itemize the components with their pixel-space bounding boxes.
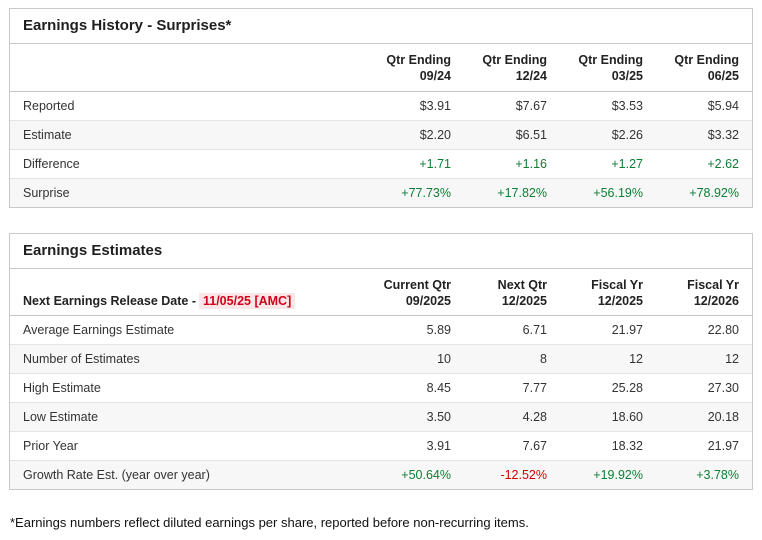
- row-label: Reported: [23, 98, 75, 113]
- column-header-line1: Fiscal Yr: [591, 277, 643, 292]
- table-row: Reported $3.91 $7.67 $3.53 $5.94: [10, 91, 752, 120]
- cell-value: +77.73%: [401, 185, 451, 200]
- column-header-line2: 12/2026: [693, 293, 739, 308]
- cell-value: +17.82%: [497, 185, 547, 200]
- cell-value: 8: [540, 352, 547, 366]
- row-label: Difference: [23, 156, 80, 171]
- release-date-label: Next Earnings Release Date -: [23, 293, 196, 308]
- column-header-line2: 09/24: [419, 69, 451, 84]
- row-label: Prior Year: [23, 439, 78, 453]
- cell-value: 25.28: [611, 381, 643, 395]
- cell-value: 4.28: [522, 410, 547, 424]
- column-header-line2: 12/24: [515, 69, 547, 84]
- column-header: Current Qtr 09/2025: [368, 268, 464, 316]
- cell-value: 27.30: [707, 381, 739, 395]
- cell-value: $3.91: [419, 98, 451, 113]
- table-row: Low Estimate 3.50 4.28 18.60 20.18: [10, 402, 752, 432]
- earnings-estimates-table: Next Earnings Release Date -11/05/25 [AM…: [10, 268, 752, 489]
- cell-value: 21.97: [707, 439, 739, 453]
- cell-value: $6.51: [515, 127, 547, 142]
- cell-value: +78.92%: [689, 185, 739, 200]
- earnings-history-panel: Earnings History - Surprises* Qtr Ending…: [9, 8, 753, 208]
- earnings-history-table: Qtr Ending 09/24 Qtr Ending 12/24 Qtr Endi…: [10, 44, 752, 207]
- cell-value: +19.92%: [593, 468, 643, 482]
- column-header-line1: Qtr Ending: [482, 53, 547, 67]
- cell-value: $2.26: [611, 127, 643, 142]
- table-row: Difference +1.71 +1.16 +1.27 +2.62: [10, 149, 752, 178]
- column-header: Qtr Ending 12/24: [464, 44, 560, 92]
- row-label: Growth Rate Est. (year over year): [23, 468, 210, 482]
- row-label: Number of Estimates: [23, 352, 140, 366]
- cell-value: 7.77: [522, 381, 547, 395]
- cell-value: $3.53: [611, 98, 643, 113]
- cell-value: +1.71: [419, 156, 451, 171]
- cell-value: +1.27: [611, 156, 643, 171]
- cell-value: 18.60: [611, 410, 643, 424]
- release-date-badge: 11/05/25 [AMC]: [199, 292, 296, 309]
- column-header: Fiscal Yr 12/2026: [656, 268, 752, 316]
- table-row: High Estimate 8.45 7.77 25.28 27.30: [10, 374, 752, 403]
- column-header-line1: Qtr Ending: [386, 53, 451, 67]
- earnings-estimates-header-row: Next Earnings Release Date -11/05/25 [AM…: [10, 268, 752, 316]
- cell-value: 7.67: [522, 439, 547, 453]
- column-header-line1: Next Qtr: [497, 277, 547, 292]
- table-row: Growth Rate Est. (year over year) +50.64…: [10, 460, 752, 489]
- column-header-line2: 03/25: [611, 69, 643, 84]
- column-header-line2: 12/2025: [597, 293, 643, 308]
- row-label: Average Earnings Estimate: [23, 323, 175, 337]
- earnings-history-title: Earnings History - Surprises*: [10, 9, 752, 44]
- column-header: Qtr Ending 09/24: [368, 44, 464, 92]
- column-header-line1: Current Qtr: [383, 277, 451, 292]
- cell-value: 20.18: [707, 410, 739, 424]
- column-header-line2: 12/2025: [501, 293, 547, 308]
- cell-value: 12: [629, 352, 643, 366]
- cell-value: $5.94: [707, 98, 739, 113]
- cell-value: $7.67: [515, 98, 547, 113]
- cell-value: 21.97: [611, 323, 643, 337]
- cell-value: 10: [437, 352, 451, 366]
- column-header-line2: 09/2025: [405, 293, 451, 308]
- earnings-footnote: *Earnings numbers reflect diluted earnin…: [10, 515, 529, 530]
- column-header: Next Qtr 12/2025: [464, 268, 560, 316]
- column-header-line1: Qtr Ending: [578, 53, 643, 67]
- cell-value: 3.91: [426, 439, 451, 453]
- table-row: Average Earnings Estimate 5.89 6.71 21.9…: [10, 316, 752, 345]
- cell-value: +2.62: [707, 156, 739, 171]
- table-row: Surprise +77.73% +17.82% +56.19% +78.92%: [10, 178, 752, 207]
- cell-value: 6.71: [522, 323, 547, 337]
- column-header-line1: Qtr Ending: [674, 53, 739, 67]
- cell-value: 3.50: [426, 410, 451, 424]
- cell-value: $3.32: [707, 127, 739, 142]
- cell-value: +50.64%: [401, 468, 451, 482]
- cell-value: +1.16: [515, 156, 547, 171]
- column-header: Fiscal Yr 12/2025: [560, 268, 656, 316]
- earnings-estimates-title: Earnings Estimates: [10, 234, 752, 269]
- row-label: High Estimate: [23, 381, 101, 395]
- table-row: Prior Year 3.91 7.67 18.32 21.97: [10, 432, 752, 461]
- column-header-line1: Fiscal Yr: [687, 277, 739, 292]
- earnings-estimates-panel: Earnings Estimates Next Earnings Release…: [9, 232, 753, 490]
- column-header-line2: 06/25: [707, 69, 739, 84]
- earnings-history-header-row: Qtr Ending 09/24 Qtr Ending 12/24 Qtr Endi…: [10, 44, 752, 92]
- cell-value: 18.32: [611, 439, 643, 453]
- cell-value: +56.19%: [593, 185, 643, 200]
- empty-header-cell: [10, 44, 368, 92]
- table-row: Estimate $2.20 $6.51 $2.26 $3.32: [10, 120, 752, 149]
- column-header: Qtr Ending 06/25: [656, 44, 752, 92]
- row-label: Surprise: [23, 185, 70, 200]
- table-row: Number of Estimates 10 8 12 12: [10, 344, 752, 374]
- next-earnings-release-cell: Next Earnings Release Date -11/05/25 [AM…: [10, 268, 368, 316]
- cell-value: $2.20: [419, 127, 451, 142]
- cell-value: 5.89: [426, 323, 451, 337]
- column-header: Qtr Ending 03/25: [560, 44, 656, 92]
- row-label: Estimate: [23, 127, 72, 142]
- cell-value: 12: [725, 352, 739, 366]
- cell-value: 22.80: [707, 323, 739, 337]
- cell-value: -12.52%: [500, 468, 547, 482]
- cell-value: +3.78%: [696, 468, 739, 482]
- cell-value: 8.45: [426, 381, 451, 395]
- row-label: Low Estimate: [23, 410, 99, 424]
